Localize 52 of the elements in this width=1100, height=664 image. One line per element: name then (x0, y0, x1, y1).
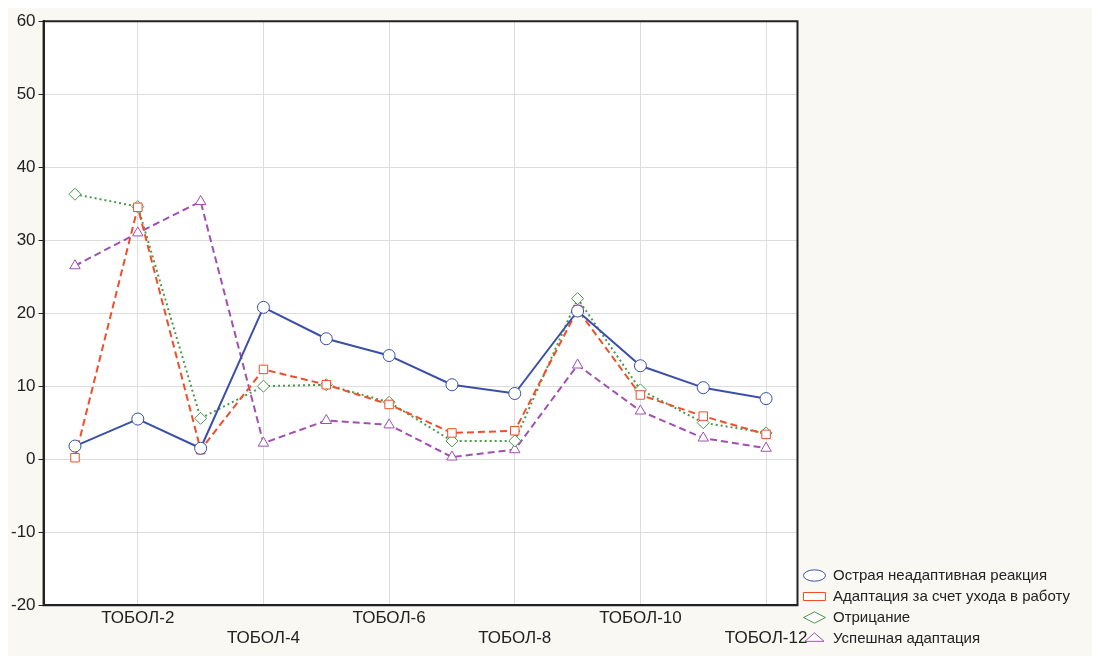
point (697, 431, 709, 442)
point (508, 434, 522, 448)
point (257, 436, 270, 447)
point (447, 428, 457, 438)
y-tick-label: 30 (16, 229, 36, 249)
point (383, 418, 395, 429)
x-tick-label: ТОБОЛ-4 (226, 628, 301, 648)
legend-label: Успешная адаптация (832, 628, 981, 646)
y-tick-label: 60 (16, 10, 36, 30)
point (571, 358, 584, 369)
point (698, 411, 708, 421)
point (382, 349, 396, 363)
point (696, 381, 710, 395)
point (760, 441, 772, 452)
x-tick-label: ТОБОЛ-12 (724, 628, 808, 648)
x-tick-label: ТОБОЛ-2 (101, 608, 175, 628)
legend-label: Отрицание (832, 607, 911, 625)
point (319, 332, 333, 346)
point (194, 411, 208, 425)
point (70, 453, 80, 463)
x-tick-label: ТОБОЛ-6 (352, 608, 426, 628)
y-tick-label: -10 (10, 521, 36, 541)
point (256, 379, 270, 393)
point (132, 226, 144, 237)
point (68, 439, 82, 453)
point (258, 364, 269, 375)
point (256, 300, 270, 314)
point (510, 425, 520, 436)
y-tick-label: 40 (16, 156, 36, 176)
point (634, 404, 647, 415)
point (194, 195, 207, 206)
point (571, 292, 585, 306)
point (68, 187, 82, 201)
point (384, 399, 394, 410)
y-tick-label: 10 (16, 375, 36, 395)
point (446, 450, 458, 461)
y-tick-label: 0 (26, 448, 36, 468)
legend-label: Острая неадаптивная реакция (832, 565, 1047, 583)
point (320, 414, 332, 425)
point (759, 392, 773, 406)
legend-label: Адаптация за счет ухода в работу (832, 586, 1071, 604)
y-tick-label: 20 (16, 302, 36, 322)
point (131, 412, 145, 426)
point (445, 378, 459, 392)
point (633, 359, 647, 373)
point (508, 387, 522, 400)
y-tick-label: -20 (10, 594, 36, 614)
x-tick-label: ТОБОЛ-8 (478, 628, 552, 648)
point (635, 390, 646, 400)
y-tick-label: 50 (16, 83, 36, 103)
x-tick-label: ТОБОЛ-10 (599, 608, 682, 628)
point (69, 259, 81, 270)
